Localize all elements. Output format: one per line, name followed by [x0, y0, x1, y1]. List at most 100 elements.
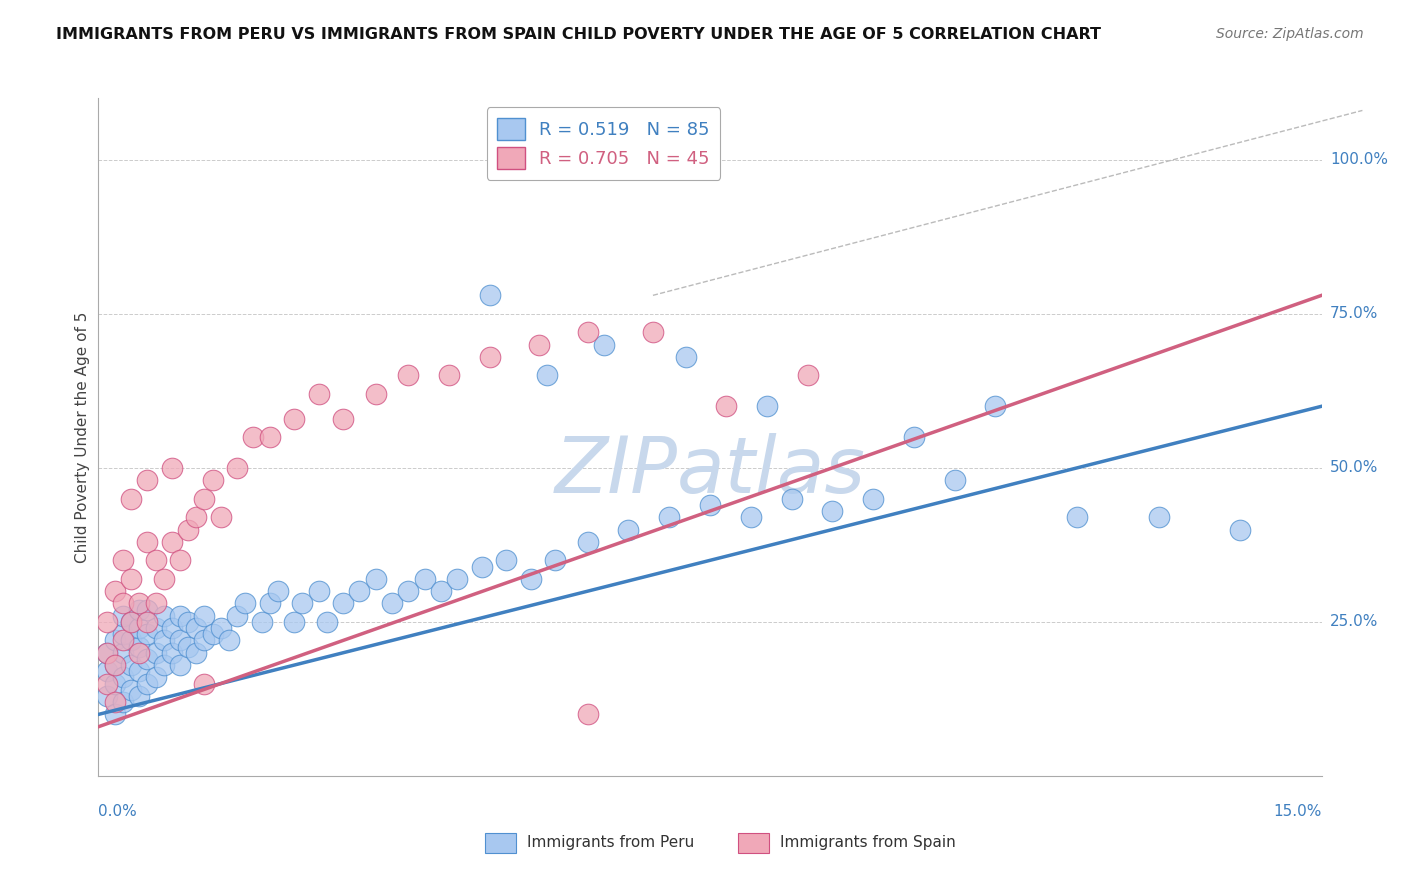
Text: 0.0%: 0.0% — [98, 804, 138, 819]
Point — [740, 510, 762, 524]
Legend: R = 0.519   N = 85, R = 0.705   N = 45: R = 0.519 N = 85, R = 0.705 N = 45 — [486, 107, 720, 180]
Point — [446, 572, 468, 586]
Point — [136, 602, 159, 616]
Point — [145, 621, 167, 635]
Point — [716, 399, 738, 413]
Point — [128, 646, 150, 660]
Point — [1229, 523, 1251, 537]
Point — [283, 411, 305, 425]
Point — [381, 597, 404, 611]
Point — [903, 430, 925, 444]
Point — [136, 473, 159, 487]
Point — [536, 368, 558, 383]
Point — [821, 504, 844, 518]
Point — [797, 368, 820, 383]
Y-axis label: Child Poverty Under the Age of 5: Child Poverty Under the Age of 5 — [75, 311, 90, 563]
Point — [128, 597, 150, 611]
Text: Immigrants from Peru: Immigrants from Peru — [527, 836, 695, 850]
Text: Source: ZipAtlas.com: Source: ZipAtlas.com — [1216, 27, 1364, 41]
Point — [111, 608, 134, 623]
Point — [128, 689, 150, 703]
Point — [145, 597, 167, 611]
Point — [160, 534, 183, 549]
Point — [226, 608, 249, 623]
Point — [201, 473, 224, 487]
Point — [250, 615, 273, 629]
Point — [617, 523, 640, 537]
Point — [209, 621, 232, 635]
Point — [177, 640, 200, 654]
Point — [96, 689, 118, 703]
Point — [699, 498, 721, 512]
Point — [136, 615, 159, 629]
Point — [145, 646, 167, 660]
Point — [104, 707, 127, 722]
Point — [145, 553, 167, 567]
Point — [104, 584, 127, 599]
Point — [233, 597, 256, 611]
Point — [152, 658, 174, 673]
Point — [120, 615, 142, 629]
Point — [120, 491, 142, 506]
Point — [136, 627, 159, 641]
Point — [128, 602, 150, 616]
Point — [1066, 510, 1088, 524]
Text: IMMIGRANTS FROM PERU VS IMMIGRANTS FROM SPAIN CHILD POVERTY UNDER THE AGE OF 5 C: IMMIGRANTS FROM PERU VS IMMIGRANTS FROM … — [56, 27, 1101, 42]
Point — [283, 615, 305, 629]
Point — [943, 473, 966, 487]
Point — [413, 572, 436, 586]
Text: 50.0%: 50.0% — [1330, 460, 1378, 475]
Point — [259, 597, 281, 611]
Point — [136, 534, 159, 549]
Point — [111, 646, 134, 660]
Point — [430, 584, 453, 599]
Point — [96, 646, 118, 660]
Point — [104, 658, 127, 673]
Point — [169, 553, 191, 567]
Point — [544, 553, 567, 567]
Point — [218, 633, 240, 648]
Point — [111, 695, 134, 709]
Point — [120, 615, 142, 629]
Point — [169, 633, 191, 648]
Point — [396, 368, 419, 383]
Point — [576, 707, 599, 722]
Point — [527, 337, 550, 351]
Point — [308, 387, 330, 401]
Point — [519, 572, 541, 586]
Point — [111, 553, 134, 567]
Text: 75.0%: 75.0% — [1330, 306, 1378, 321]
Point — [104, 695, 127, 709]
Point — [160, 646, 183, 660]
Point — [478, 350, 501, 364]
Point — [111, 627, 134, 641]
Point — [291, 597, 314, 611]
Point — [209, 510, 232, 524]
Point — [349, 584, 371, 599]
Point — [259, 430, 281, 444]
Point — [862, 491, 884, 506]
Point — [111, 597, 134, 611]
Point — [364, 387, 387, 401]
Point — [315, 615, 337, 629]
Point — [145, 670, 167, 684]
Point — [152, 633, 174, 648]
Text: ZIPatlas: ZIPatlas — [554, 433, 866, 509]
Point — [96, 615, 118, 629]
Point — [111, 670, 134, 684]
Point — [160, 621, 183, 635]
Point — [242, 430, 264, 444]
Point — [96, 676, 118, 690]
Point — [364, 572, 387, 586]
Point — [186, 646, 208, 660]
Point — [186, 510, 208, 524]
Point — [177, 523, 200, 537]
Point — [332, 597, 354, 611]
Point — [756, 399, 779, 413]
Point — [201, 627, 224, 641]
Point — [495, 553, 517, 567]
Point — [169, 658, 191, 673]
Text: Immigrants from Spain: Immigrants from Spain — [780, 836, 956, 850]
Bar — [738, 833, 769, 853]
Text: 25.0%: 25.0% — [1330, 615, 1378, 630]
